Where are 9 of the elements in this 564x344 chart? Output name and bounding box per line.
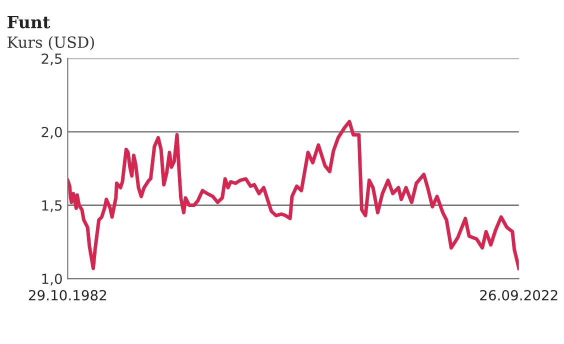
chart-title: Funt <box>8 16 50 28</box>
y-tick-label: 2,5 <box>42 53 62 66</box>
y-tick-label: 1,5 <box>42 200 62 212</box>
y-tick-label: 2,0 <box>42 126 62 139</box>
x-tick-label: 29.10.1982 <box>28 290 106 300</box>
line-series <box>68 120 519 270</box>
x-tick-label: 26.09.2022 <box>480 290 558 300</box>
y-tick-label: 1,0 <box>42 274 62 286</box>
chart-subtitle: Kurs (USD) <box>8 36 94 50</box>
